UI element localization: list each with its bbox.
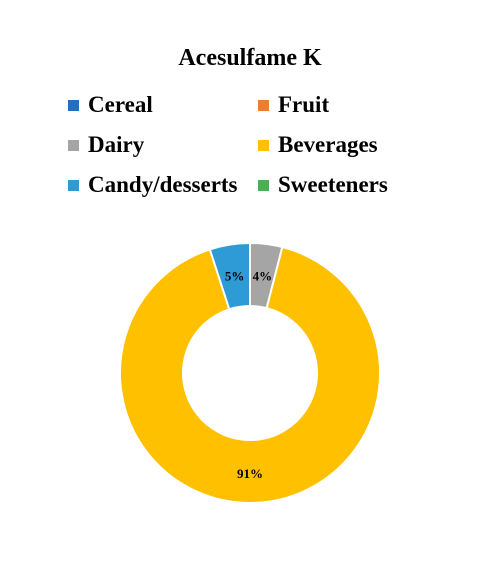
legend-label-fruit: Fruit [278, 92, 330, 117]
data-label-dairy: 4% [253, 268, 273, 283]
legend-swatch-cereal [68, 99, 79, 111]
legend-item-fruit: Fruit [258, 92, 329, 118]
legend-label-candy-desserts: Candy/desserts [88, 172, 238, 197]
data-label-beverages: 91% [237, 466, 263, 481]
legend-item-cereal: Cereal [68, 92, 153, 118]
legend-swatch-dairy [68, 139, 79, 151]
legend-swatch-fruit [258, 99, 269, 111]
legend-item-sweeteners: Sweeteners [258, 172, 388, 198]
legend-item-dairy: Dairy [68, 132, 144, 158]
slice-beverages [119, 245, 381, 504]
legend-label-cereal: Cereal [88, 92, 153, 117]
legend-swatch-candy-desserts [68, 179, 79, 191]
legend-label-sweeteners: Sweeteners [278, 172, 388, 197]
legend-label-beverages: Beverages [278, 132, 378, 157]
legend-label-dairy: Dairy [88, 132, 145, 157]
legend-item-beverages: Beverages [258, 132, 378, 158]
slice-candy-desserts [208, 241, 251, 311]
legend-item-candy-desserts: Candy/desserts [68, 172, 238, 198]
legend-swatch-beverages [258, 139, 269, 151]
chart-title: Acesulfame K [178, 45, 322, 71]
data-label-candy-desserts: 5% [225, 269, 245, 284]
legend-swatch-sweeteners [258, 179, 269, 191]
